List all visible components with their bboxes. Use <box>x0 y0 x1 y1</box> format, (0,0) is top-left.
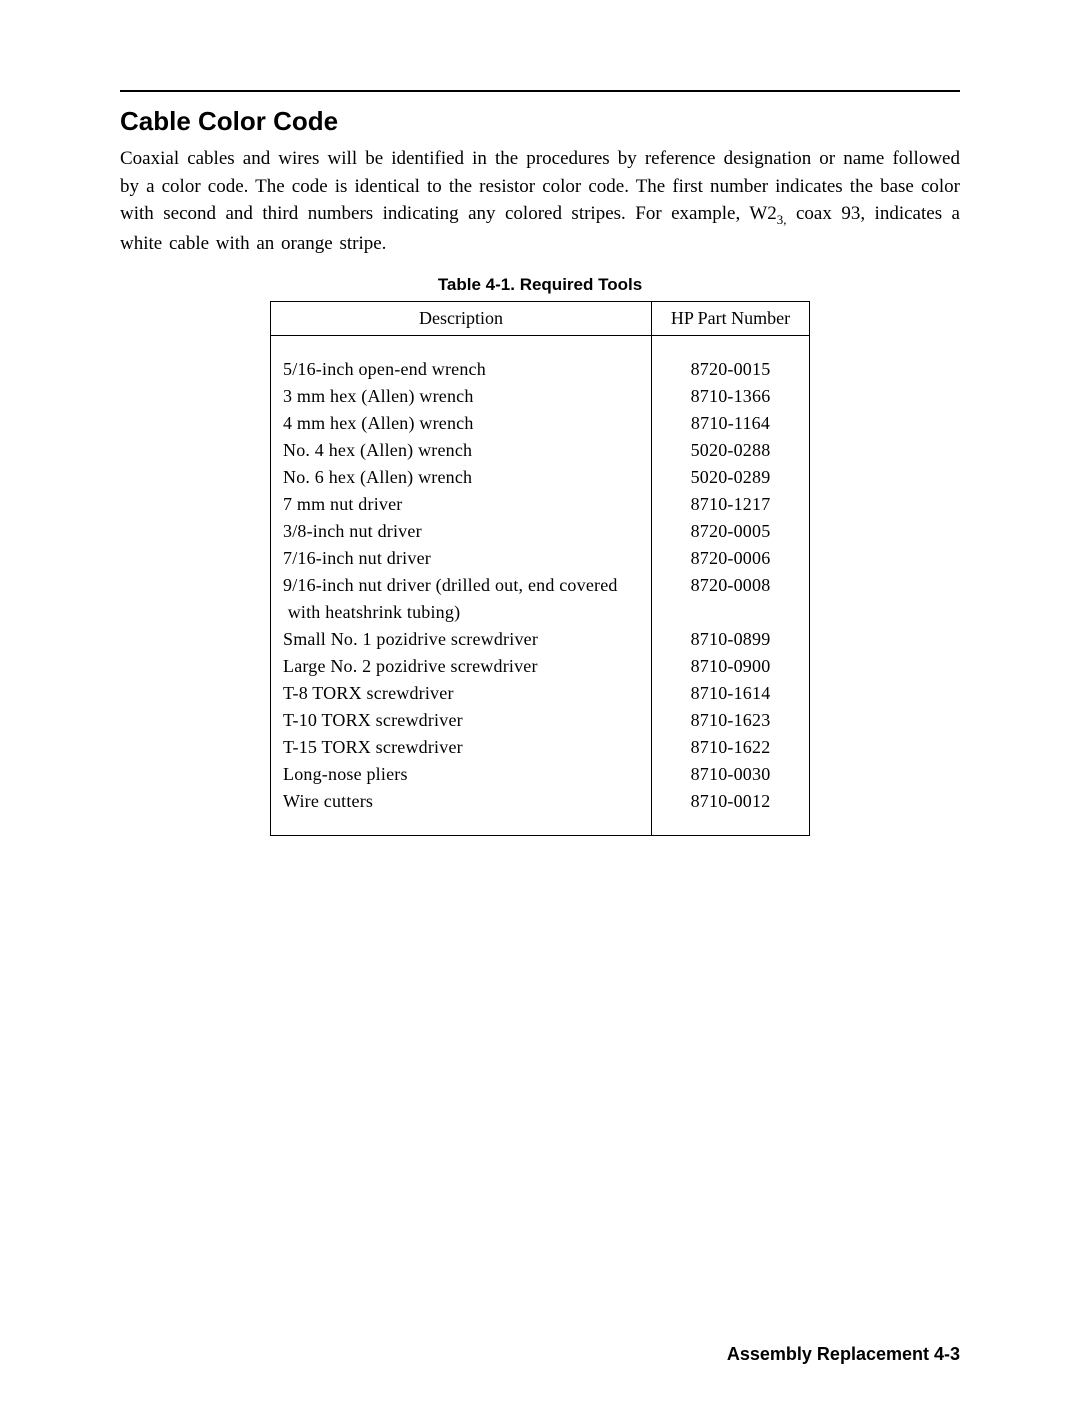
cell-part: 8710-0012 <box>652 788 810 815</box>
cell-part: 8710-0899 <box>652 626 810 653</box>
cell-part: 8710-0030 <box>652 761 810 788</box>
cell-description: 5/16-inch open-end wrench <box>271 356 652 383</box>
cell-description: No. 6 hex (Allen) wrench <box>271 464 652 491</box>
table-row: T-8 TORX screwdriver8710-1614 <box>271 680 810 707</box>
cell-description: with heatshrink tubing) <box>271 599 652 626</box>
table-row: with heatshrink tubing) <box>271 599 810 626</box>
cell-description: Large No. 2 pozidrive screwdriver <box>271 653 652 680</box>
cell-description: Small No. 1 pozidrive screwdriver <box>271 626 652 653</box>
table-row: Long-nose pliers8710-0030 <box>271 761 810 788</box>
cell-part: 8720-0005 <box>652 518 810 545</box>
cell-description: Long-nose pliers <box>271 761 652 788</box>
cell-description: T-8 TORX screwdriver <box>271 680 652 707</box>
table-row: T-10 TORX screwdriver8710-1623 <box>271 707 810 734</box>
cell-description: Wire cutters <box>271 788 652 815</box>
paragraph-subscript: 3, <box>777 212 787 227</box>
table-row: No. 4 hex (Allen) wrench5020-0288 <box>271 437 810 464</box>
table-row: 5/16-inch open-end wrench8720-0015 <box>271 356 810 383</box>
table-row: 4 mm hex (Allen) wrench8710-1164 <box>271 410 810 437</box>
cell-part: 8710-1614 <box>652 680 810 707</box>
table-row: 3 mm hex (Allen) wrench8710-1366 <box>271 383 810 410</box>
table-row: T-15 TORX screwdriver8710-1622 <box>271 734 810 761</box>
cell-description: 3/8-inch nut driver <box>271 518 652 545</box>
page-footer: Assembly Replacement 4-3 <box>727 1344 960 1365</box>
cell-part: 8710-0900 <box>652 653 810 680</box>
table-row: 3/8-inch nut driver8720-0005 <box>271 518 810 545</box>
table-caption: Table 4-1. Required Tools <box>120 275 960 295</box>
cell-description: 4 mm hex (Allen) wrench <box>271 410 652 437</box>
cell-part: 8710-1366 <box>652 383 810 410</box>
cell-part: 5020-0289 <box>652 464 810 491</box>
col-header-part-number: HP Part Number <box>652 302 810 336</box>
cell-part: 8720-0006 <box>652 545 810 572</box>
cell-part: 8710-1623 <box>652 707 810 734</box>
cell-description: No. 4 hex (Allen) wrench <box>271 437 652 464</box>
table-row: 7 mm nut driver8710-1217 <box>271 491 810 518</box>
table-row: 7/16-inch nut driver8720-0006 <box>271 545 810 572</box>
section-title: Cable Color Code <box>120 106 960 137</box>
required-tools-table: Description HP Part Number 5/16-inch ope… <box>270 301 810 836</box>
cell-part: 8710-1164 <box>652 410 810 437</box>
rule-line <box>120 90 960 92</box>
cell-description: T-10 TORX screwdriver <box>271 707 652 734</box>
cell-part: 8720-0008 <box>652 572 810 599</box>
table-row: Wire cutters8710-0012 <box>271 788 810 815</box>
table-spacer-row <box>271 336 810 357</box>
cell-part: 5020-0288 <box>652 437 810 464</box>
col-header-description: Description <box>271 302 652 336</box>
cell-part <box>652 599 810 626</box>
cell-description: 3 mm hex (Allen) wrench <box>271 383 652 410</box>
table-body: 5/16-inch open-end wrench8720-0015 3 mm … <box>271 336 810 836</box>
table-spacer-row <box>271 815 810 836</box>
table-row: Large No. 2 pozidrive screwdriver8710-09… <box>271 653 810 680</box>
cell-description: 7/16-inch nut driver <box>271 545 652 572</box>
cell-part: 8710-1217 <box>652 491 810 518</box>
table-row: No. 6 hex (Allen) wrench5020-0289 <box>271 464 810 491</box>
body-paragraph: Coaxial cables and wires will be identif… <box>120 145 960 257</box>
cell-description: 7 mm nut driver <box>271 491 652 518</box>
cell-description: 9/16-inch nut driver (drilled out, end c… <box>271 572 652 599</box>
cell-part: 8720-0015 <box>652 356 810 383</box>
cell-part: 8710-1622 <box>652 734 810 761</box>
page: Cable Color Code Coaxial cables and wire… <box>0 0 1080 1405</box>
table-header-row: Description HP Part Number <box>271 302 810 336</box>
table-row: Small No. 1 pozidrive screwdriver8710-08… <box>271 626 810 653</box>
table-row: 9/16-inch nut driver (drilled out, end c… <box>271 572 810 599</box>
cell-description: T-15 TORX screwdriver <box>271 734 652 761</box>
